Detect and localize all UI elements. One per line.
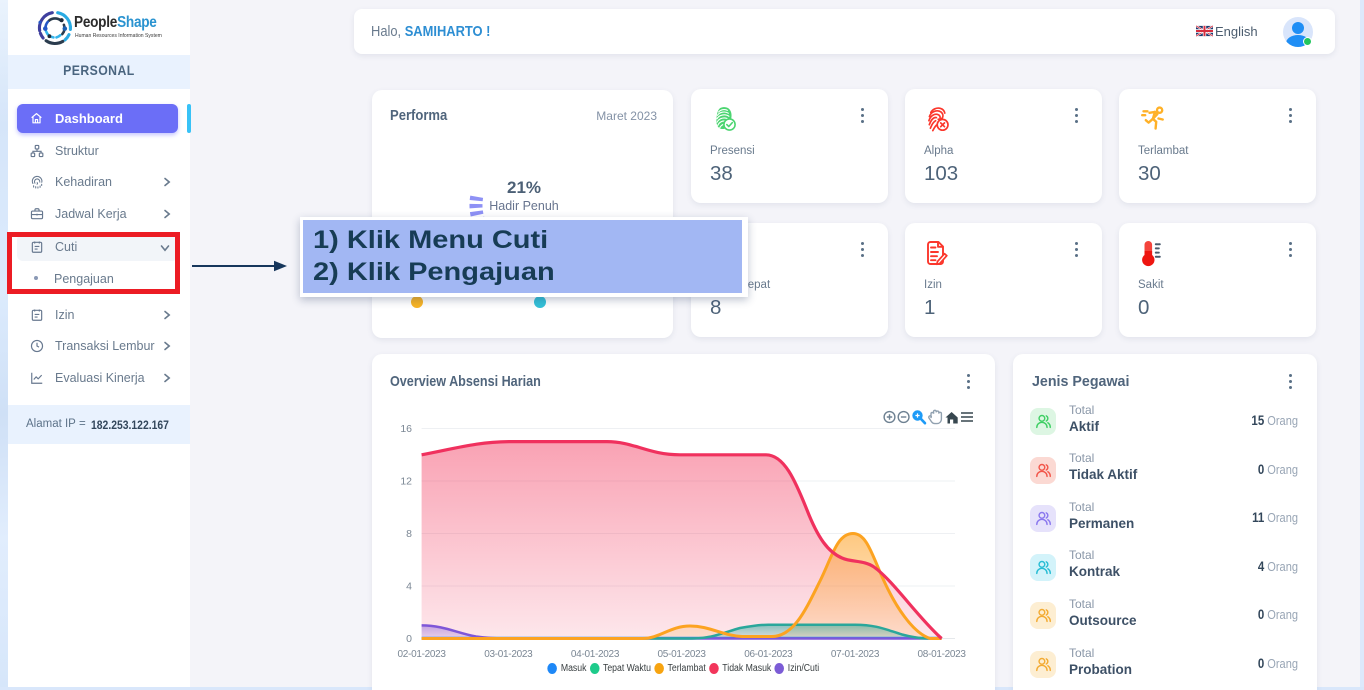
svg-text:05-01-2023: 05-01-2023 xyxy=(658,649,707,660)
svg-text:04-01-2023: 04-01-2023 xyxy=(571,649,620,660)
svg-text:8: 8 xyxy=(406,528,412,540)
svg-text:08-01-2023: 08-01-2023 xyxy=(918,649,967,660)
svg-text:16: 16 xyxy=(400,423,412,435)
svg-text:12: 12 xyxy=(400,476,412,488)
svg-text:06-01-2023: 06-01-2023 xyxy=(744,649,793,660)
svg-text:02-01-2023: 02-01-2023 xyxy=(398,649,447,660)
svg-text:03-01-2023: 03-01-2023 xyxy=(484,649,533,660)
svg-text:07-01-2023: 07-01-2023 xyxy=(831,649,880,660)
svg-text:0: 0 xyxy=(406,633,412,645)
svg-text:4: 4 xyxy=(406,581,412,593)
